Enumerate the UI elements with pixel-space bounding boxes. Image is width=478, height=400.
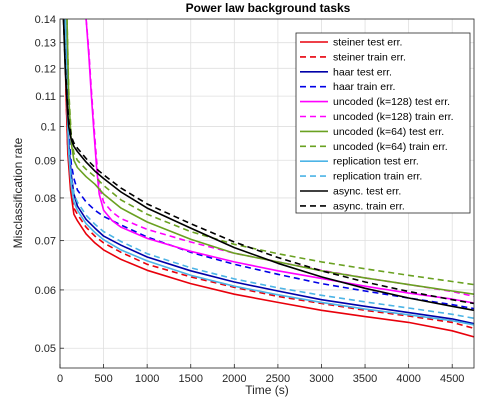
- legend-label: haar train err.: [333, 81, 395, 93]
- y-tick-label: 0.05: [35, 343, 56, 355]
- x-tick-label: 1500: [178, 373, 202, 385]
- series-line-async-test-err: [62, 18, 475, 312]
- legend-label: uncoded (k=64) test err.: [333, 126, 444, 138]
- x-tick-label: 2000: [222, 373, 246, 385]
- x-tick-label: 2500: [266, 373, 290, 385]
- plot-frame: [59, 18, 475, 369]
- x-tick-label: 4500: [440, 373, 464, 385]
- x-tick-label: 0: [57, 373, 63, 385]
- x-tick-label: 1000: [135, 373, 159, 385]
- legend-label: async. train err.: [333, 200, 405, 212]
- legend-label: steiner test err.: [333, 37, 402, 49]
- legend-label: uncoded (k=128) test err.: [333, 96, 450, 108]
- x-tick-label: 500: [94, 373, 112, 385]
- y-tick-label: 0.11: [35, 91, 56, 103]
- x-axis-title: Time (s): [245, 383, 289, 397]
- legend-label: async. test err.: [333, 186, 401, 198]
- series-line-replication-test-err: [64, 18, 475, 326]
- y-tick-label: 0.08: [35, 193, 56, 205]
- y-tick-label: 0.06: [35, 285, 56, 297]
- y-tick-label: 0.09: [35, 155, 56, 167]
- x-tick-label: 4000: [396, 373, 420, 385]
- legend-items: steiner test err. steiner train err. haar …: [300, 37, 454, 212]
- series-line-uncoded-k-64-test-err: [66, 18, 475, 295]
- y-tick-label: 0.13: [35, 38, 56, 50]
- series-line-uncoded-k-128-train-err: [85, 18, 475, 298]
- y-tick-label: 0.07: [35, 236, 56, 248]
- legend-label: uncoded (k=64) train err.: [333, 141, 448, 153]
- legend-label: replication test err.: [333, 156, 419, 168]
- legend: steiner test err. steiner train err. haar …: [295, 32, 471, 214]
- legend-label: steiner train err.: [333, 51, 406, 63]
- y-axis-title: Misclassification rate: [11, 137, 25, 248]
- chart-title: Power law background tasks: [186, 1, 351, 15]
- y-tick-label: 0.12: [35, 63, 56, 75]
- legend-box: [295, 32, 471, 214]
- legend-label: haar test err.: [333, 66, 392, 78]
- y-axis-ticks: 0.05 0.06 0.07 0.08 0.09 0.1 0.11 0.12 0.13 0.14: [35, 14, 64, 355]
- series-line-replication-train-err: [64, 18, 475, 320]
- y-tick-label: 0.1: [41, 122, 56, 134]
- series-line-steiner-train-err: [63, 18, 475, 330]
- legend-label: uncoded (k=128) train err.: [333, 111, 454, 123]
- series-line-async-train-err: [62, 18, 475, 305]
- legend-label: replication train err.: [333, 171, 422, 183]
- series-lines: [62, 18, 475, 338]
- series-line-haar-train-err: [64, 18, 475, 310]
- x-tick-label: 3500: [353, 373, 377, 385]
- series-line-uncoded-k-128-test-err: [85, 18, 475, 304]
- series-line-uncoded-k-64-train-err: [66, 18, 475, 286]
- y-tick-label: 0.14: [35, 14, 56, 26]
- x-axis-ticks: 0 500 1000 1500 2000 2500 3000 3500 4000 4500: [57, 364, 464, 385]
- x-tick-label: 3000: [309, 373, 333, 385]
